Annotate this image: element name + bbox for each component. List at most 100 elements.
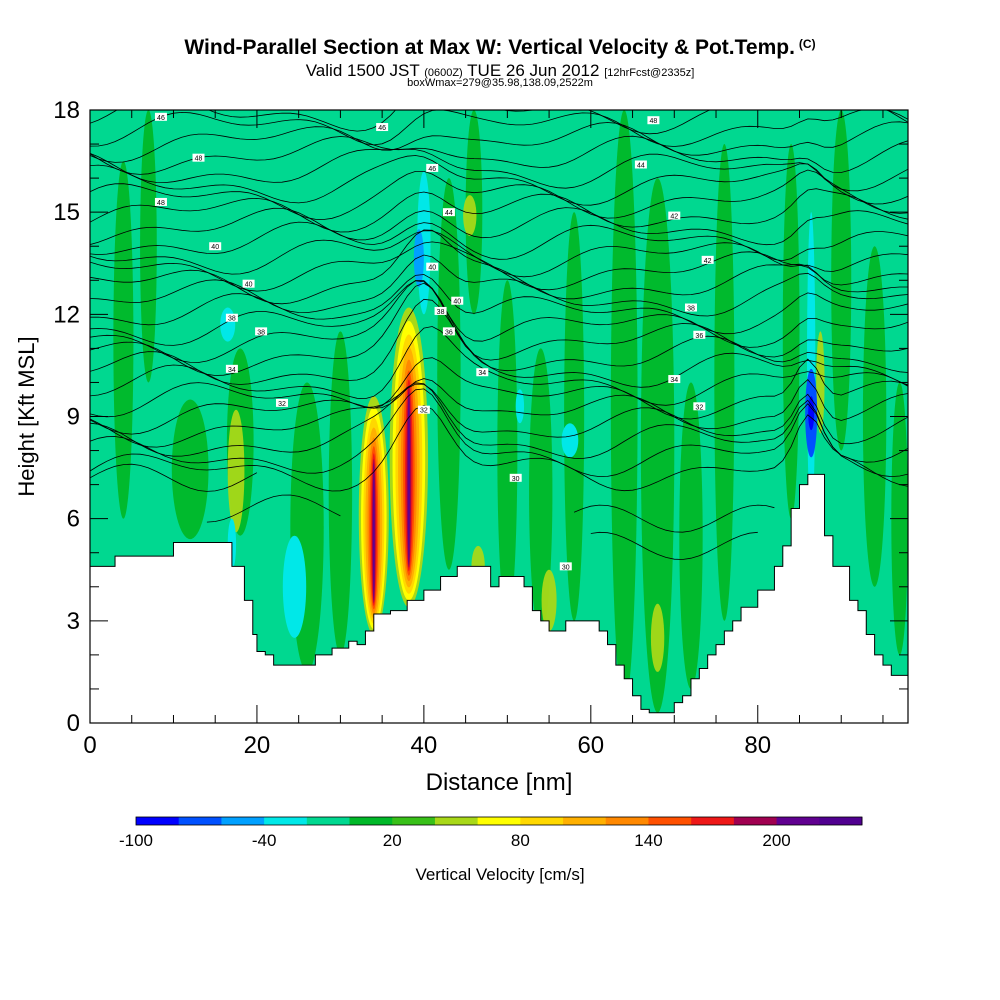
isentrope-label: 40 — [451, 296, 464, 306]
y-tick-label: 15 — [53, 199, 80, 226]
colorbar-label: Vertical Velocity [cm/s] — [415, 865, 584, 884]
isentrope-label-text: 48 — [650, 118, 658, 125]
colorbar-swatch — [392, 817, 436, 825]
isentrope-label: 44 — [442, 208, 455, 217]
isentrope-label-text: 46 — [378, 125, 386, 132]
w-streak — [113, 161, 134, 519]
w-streak — [437, 178, 461, 570]
isentrope-label-text: 40 — [428, 265, 436, 272]
colorbar-swatch — [520, 817, 564, 825]
isentrope-line — [90, 188, 908, 233]
isentrope-label-text: 32 — [278, 401, 286, 408]
isentrope-label: 32 — [417, 405, 430, 415]
isentrope-label: 46 — [154, 112, 167, 122]
colorbar-swatch — [776, 817, 820, 825]
chart-title: Wind-Parallel Section at Max W: Vertical… — [0, 36, 1000, 60]
colorbar-swatch — [264, 817, 308, 825]
chart-title-text: Wind-Parallel Section at Max W: Vertical… — [184, 36, 795, 59]
w-streak — [463, 195, 477, 237]
w-streak — [541, 569, 557, 632]
isentrope-label: 40 — [242, 279, 255, 289]
isentrope-line — [90, 378, 908, 435]
terrain-mask — [89, 473, 909, 724]
w-streak — [227, 409, 245, 533]
isentrope-label-text: 42 — [670, 214, 678, 221]
isentrope-label-text: 40 — [211, 244, 219, 251]
isentrope-label-text: 34 — [478, 370, 486, 377]
isentrope-line — [90, 110, 908, 147]
isentrope-label: 40 — [209, 242, 222, 251]
low-contour — [573, 504, 775, 533]
updraft-layer — [407, 392, 411, 565]
isentrope-line — [90, 229, 908, 305]
downdraft-cell — [282, 535, 307, 638]
copyright-mark: (C) — [798, 37, 816, 51]
colorbar-swatch — [221, 817, 265, 825]
w-streak — [610, 110, 638, 706]
isentrope-label-text: 44 — [445, 210, 453, 217]
isentrope-label-text: 38 — [257, 329, 265, 336]
isentrope-label-text: 44 — [637, 162, 645, 169]
isentrope-line — [90, 383, 908, 448]
isentrope-line — [90, 326, 908, 406]
isentrope-label-text: 38 — [437, 309, 445, 316]
colorbar-tick-label: -100 — [119, 831, 153, 850]
colorbar: -100 -40 20 80 140 200 Vertical Velocity [cm/s… — [119, 816, 863, 884]
isentrope-label: 46 — [426, 163, 439, 173]
w-streak — [714, 144, 735, 621]
isentrope-line — [90, 148, 908, 192]
isentrope-label: 42 — [701, 255, 714, 265]
isentrope-label-text: 32 — [420, 408, 428, 415]
y-axis-label: Height [Kft MSL] — [14, 336, 39, 496]
isentrope-label: 32 — [275, 398, 288, 408]
isentrope-line — [90, 254, 908, 317]
colorbar-tick-label: -40 — [252, 831, 277, 850]
colorbar-frame — [135, 816, 863, 826]
colorbar-tick-label: 140 — [634, 831, 662, 850]
isentrope-label: 30 — [559, 562, 572, 571]
isentrope-label-text: 38 — [228, 316, 236, 323]
isentrope-line — [90, 282, 908, 376]
forecast-info: [12hrFcst@2335z] — [604, 67, 695, 79]
isentrope-label: 44 — [634, 160, 647, 169]
updraft-layer — [372, 463, 375, 601]
colorbar-swatch — [306, 817, 351, 825]
isentrope-label: 38 — [225, 313, 238, 323]
w-streak — [831, 110, 852, 451]
isentrope-line — [90, 169, 908, 220]
y-tick-label: 0 — [67, 710, 80, 737]
downdraft-cell — [515, 389, 525, 424]
colorbar-tick-label: 200 — [762, 831, 790, 850]
isentrope-label: 36 — [442, 327, 455, 336]
colorbar-tick-label: 80 — [511, 831, 530, 850]
isentrope-label: 48 — [647, 116, 660, 125]
valid-time-z: (0600Z) — [424, 67, 463, 79]
isentrope-label-text: 40 — [453, 299, 461, 306]
colorbar-swatch — [477, 817, 521, 825]
isentrope-label-text: 40 — [245, 282, 253, 289]
x-tick-label: 60 — [577, 732, 604, 759]
w-streak — [171, 399, 209, 540]
colorbar-swatch — [563, 817, 607, 825]
x-tick-label: 80 — [744, 732, 771, 759]
isentrope-line — [90, 404, 908, 492]
isentrope-label-text: 46 — [428, 166, 436, 173]
isentrope-line — [90, 135, 908, 175]
valid-date: TUE 26 Jun 2012 — [467, 61, 600, 80]
isentrope-label: 34 — [225, 364, 238, 374]
low-contour — [90, 463, 258, 492]
colorbar-swatch — [178, 817, 222, 825]
y-tick-label: 18 — [53, 97, 80, 124]
colorbar-swatch — [819, 817, 863, 825]
w-streak — [497, 280, 518, 621]
x-axis-label: Distance [nm] — [426, 769, 573, 796]
chart-subtitle: Valid 1500 JST (0600Z) TUE 26 Jun 2012 [… — [0, 61, 1000, 81]
isentrope-line — [90, 274, 908, 335]
isentrope-line — [90, 357, 908, 420]
isentrope-label: 34 — [668, 375, 681, 384]
isentrope-label-text: 34 — [228, 367, 236, 374]
isentrope-label: 40 — [426, 262, 439, 272]
isentropes: 46 46 48 48 46 44 48 44 42 40 40 42 40 40 38 38 38 38 36 36… — [90, 110, 908, 571]
colorbar-swatch — [605, 817, 649, 825]
